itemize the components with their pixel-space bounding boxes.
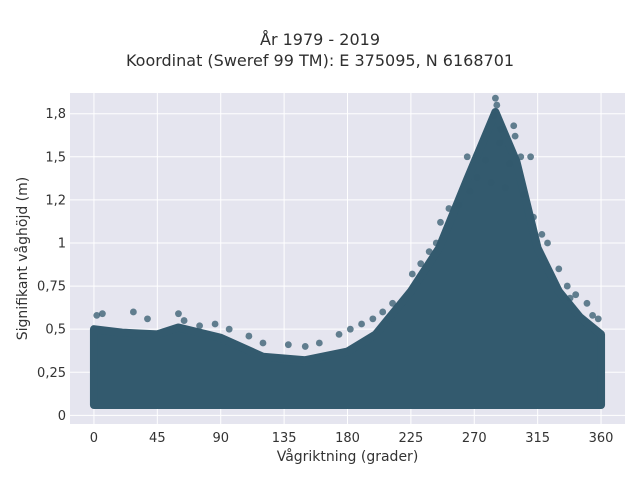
data-point <box>358 320 365 328</box>
y-tick-label: 0,25 <box>37 366 66 381</box>
data-point <box>389 299 396 307</box>
data-point <box>196 322 203 330</box>
x-tick-label: 315 <box>525 431 550 446</box>
data-point <box>506 160 513 168</box>
y-tick-labels: 0 0,25 0,5 0,75 1 1,2 1,5 1,8 <box>37 107 66 424</box>
data-point <box>144 315 151 323</box>
data-points <box>93 94 602 350</box>
data-point <box>487 179 495 187</box>
x-axis-label: Vågriktning (grader) <box>277 448 419 465</box>
chart-title-line-1: År 1979 - 2019 <box>260 30 380 49</box>
data-point <box>466 187 474 195</box>
x-tick-labels: 0 45 90 135 180 225 270 315 360 <box>90 431 614 446</box>
data-point <box>463 153 471 161</box>
y-tick-label: 1,2 <box>45 193 66 208</box>
data-point <box>589 311 597 319</box>
data-point <box>335 330 343 338</box>
data-point <box>510 122 518 130</box>
data-point <box>437 218 444 226</box>
y-tick-label: 0,75 <box>37 280 66 295</box>
data-point <box>555 265 563 273</box>
data-point <box>455 201 463 209</box>
x-tick-label: 135 <box>272 431 297 446</box>
y-axis-label: Signifikant våghöjd (m) <box>14 177 31 340</box>
data-point <box>180 317 188 324</box>
data-point <box>301 343 309 350</box>
data-point <box>566 294 574 302</box>
data-point-cloud <box>89 107 606 410</box>
y-tick-label: 0 <box>58 409 66 424</box>
data-point <box>501 184 509 192</box>
data-point <box>583 299 591 307</box>
data-point <box>408 270 416 278</box>
x-tick-label: 360 <box>589 431 614 446</box>
data-point <box>245 332 253 340</box>
data-point <box>492 94 499 102</box>
data-point <box>511 132 519 140</box>
data-point <box>490 112 498 119</box>
chart-title-line-2: Koordinat (Sweref 99 TM): E 375095, N 61… <box>125 51 515 70</box>
point-cloud-core <box>89 107 606 410</box>
data-point <box>544 239 551 247</box>
y-tick-label: 0,5 <box>45 323 66 338</box>
data-point <box>175 310 182 318</box>
data-point <box>572 291 580 299</box>
data-point <box>538 230 546 238</box>
data-point <box>315 339 323 347</box>
y-tick-label: 1,5 <box>45 150 66 165</box>
data-point <box>259 339 267 347</box>
data-point <box>517 153 525 161</box>
data-point <box>482 156 489 164</box>
data-point <box>527 153 535 161</box>
x-tick-label: 90 <box>212 431 229 446</box>
data-point <box>211 320 219 328</box>
data-point <box>417 260 425 268</box>
x-tick-label: 0 <box>90 431 98 446</box>
data-point <box>425 248 433 256</box>
x-tick-label: 270 <box>462 431 487 446</box>
data-point <box>346 325 354 333</box>
data-point <box>496 139 504 147</box>
x-tick-label: 45 <box>149 431 166 446</box>
data-point <box>129 308 137 316</box>
x-tick-label: 180 <box>335 431 360 446</box>
y-tick-label: 1 <box>58 236 66 251</box>
data-point <box>445 205 453 212</box>
data-point <box>284 341 292 349</box>
data-point <box>493 101 501 109</box>
data-point <box>225 325 233 333</box>
data-point <box>473 174 481 181</box>
data-point <box>530 213 537 221</box>
data-point <box>93 311 101 319</box>
data-point <box>98 310 106 318</box>
data-point <box>594 315 602 323</box>
data-point <box>369 315 377 323</box>
data-point <box>520 191 527 199</box>
data-point <box>379 308 387 316</box>
data-point <box>497 125 505 133</box>
data-point <box>563 282 571 290</box>
x-tick-label: 225 <box>398 431 423 446</box>
y-tick-label: 1,8 <box>45 107 66 122</box>
data-point <box>432 239 440 247</box>
